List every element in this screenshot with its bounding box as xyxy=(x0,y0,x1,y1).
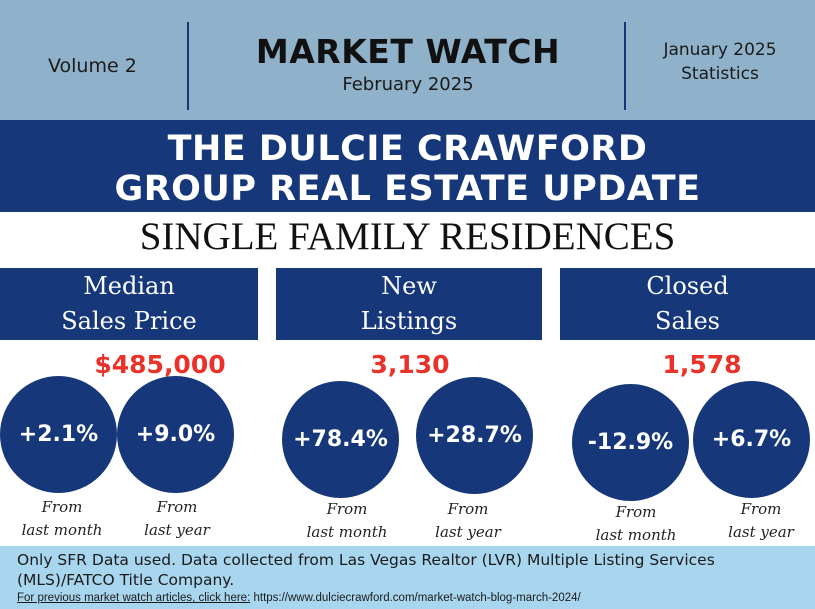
stats-period: January 2025 Statistics xyxy=(640,38,800,86)
metric-label-line-2: Listings xyxy=(360,307,458,335)
caption-from: From xyxy=(156,498,198,516)
header-divider-left xyxy=(187,22,189,110)
newsletter-date: February 2025 xyxy=(342,74,474,95)
metric-label-line-1: Closed xyxy=(646,272,729,300)
caption-from-last-month: From last month xyxy=(7,496,117,542)
caption-from: From xyxy=(326,500,368,518)
new-listings-value: 3,130 xyxy=(370,350,450,379)
caption-from-last-month: From last month xyxy=(581,501,691,547)
newsletter-title: MARKET WATCH xyxy=(255,32,561,71)
header-bar: Volume 2 MARKET WATCH February 2025 Janu… xyxy=(0,0,815,120)
median-sales-price-value: $485,000 xyxy=(94,350,226,379)
headline-line-1: THE DULCIE CRAWFORD xyxy=(167,129,648,169)
metric-header-new-listings: New Listings xyxy=(276,268,542,340)
metric-label-line-2: Sales xyxy=(655,307,720,335)
stats-period-label: Statistics xyxy=(681,64,759,84)
previous-articles-url[interactable]: https://www.dulciecrawford.com/market-wa… xyxy=(250,592,581,604)
headline-line-2: GROUP REAL ESTATE UPDATE xyxy=(114,169,701,209)
header-divider-right xyxy=(624,22,626,110)
closed-sales-value: 1,578 xyxy=(662,350,742,379)
metric-label-line-2: Sales Price xyxy=(61,307,197,335)
median-price-year-change: +9.0% xyxy=(117,376,234,493)
section-subtitle: SINGLE FAMILY RESIDENCES xyxy=(139,215,676,258)
caption-period: last month xyxy=(21,521,103,539)
stats-period-month: January 2025 xyxy=(663,40,777,60)
median-price-month-change: +2.1% xyxy=(0,376,117,493)
new-listings-year-change: +28.7% xyxy=(416,377,533,494)
caption-from: From xyxy=(615,503,657,521)
metric-label-line-1: Median xyxy=(83,272,175,300)
caption-from: From xyxy=(740,500,782,518)
metric-header-median-sales-price: Median Sales Price xyxy=(0,268,258,340)
previous-articles-link[interactable]: For previous market watch articles, clic… xyxy=(17,592,251,604)
volume-label: Volume 2 xyxy=(48,55,137,77)
new-listings-month-change: +78.4% xyxy=(282,381,399,498)
caption-period: last year xyxy=(144,521,210,539)
caption-from-last-year: From last year xyxy=(706,498,815,544)
closed-sales-month-change: -12.9% xyxy=(572,384,689,501)
caption-from: From xyxy=(41,498,83,516)
caption-period: last month xyxy=(595,526,677,544)
closed-sales-year-change: +6.7% xyxy=(693,381,810,498)
footer: Only SFR Data used. Data collected from … xyxy=(0,546,815,609)
caption-from-last-year: From last year xyxy=(413,498,523,544)
data-source-note: Only SFR Data used. Data collected from … xyxy=(17,551,715,589)
caption-from-last-year: From last year xyxy=(122,496,232,542)
caption-period: last year xyxy=(435,523,501,541)
caption-from: From xyxy=(447,500,489,518)
caption-from-last-month: From last month xyxy=(292,498,402,544)
metric-label-line-1: New xyxy=(381,272,437,300)
previous-articles-line: For previous market watch articles, clic… xyxy=(17,592,807,604)
headline-banner: THE DULCIE CRAWFORD GROUP REAL ESTATE UP… xyxy=(0,120,815,212)
metric-header-closed-sales: Closed Sales xyxy=(560,268,815,340)
caption-period: last month xyxy=(306,523,388,541)
caption-period: last year xyxy=(728,523,794,541)
